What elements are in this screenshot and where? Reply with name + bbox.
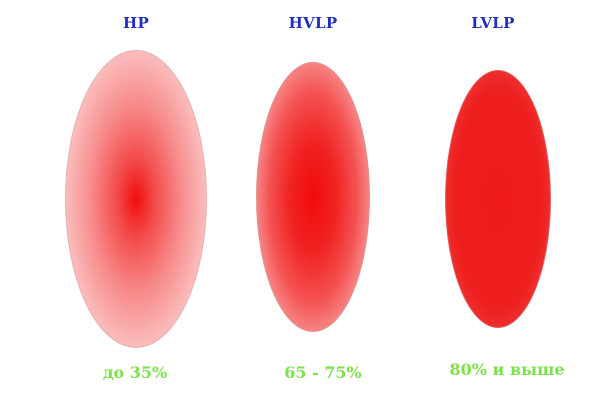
hp-efficiency-label: до 35%	[102, 363, 168, 382]
hvlp-title: HVLP	[288, 14, 338, 32]
hp-spray-pattern	[65, 50, 207, 348]
lvlp-efficiency-label: 80% и выше	[449, 360, 565, 379]
hvlp-efficiency-label: 65 - 75%	[284, 363, 362, 382]
lvlp-title: LVLP	[471, 14, 515, 32]
lvlp-spray-pattern	[445, 70, 551, 328]
hp-title: HP	[122, 14, 150, 32]
hvlp-spray-pattern	[256, 62, 370, 332]
